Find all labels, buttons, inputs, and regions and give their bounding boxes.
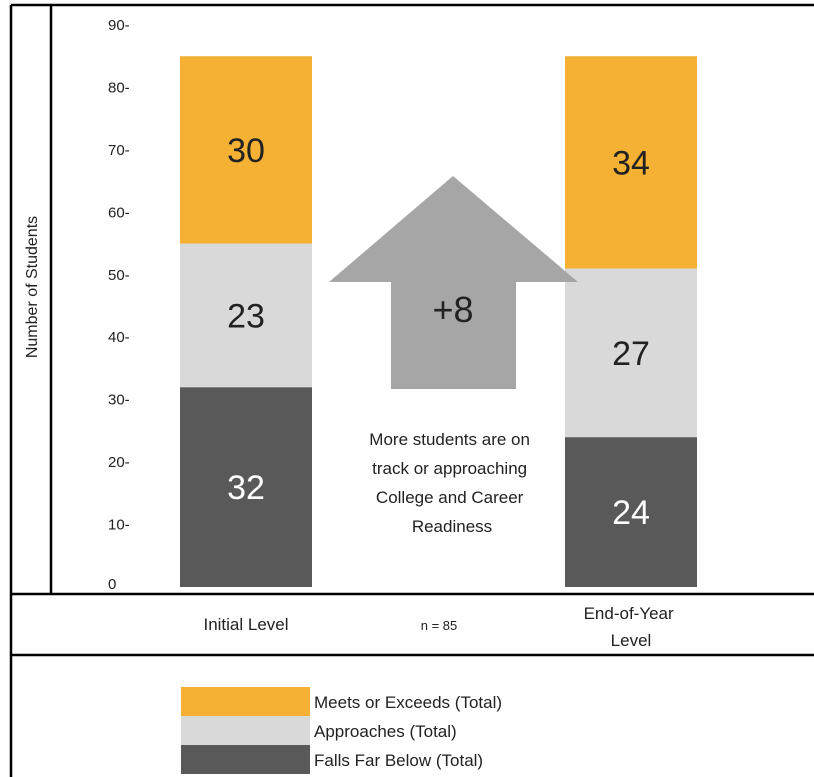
y-tick-label: 70- <box>108 142 130 159</box>
improvement-annotation: +8 More students are on track or approac… <box>329 176 578 536</box>
y-tick-label: 50- <box>108 267 130 284</box>
bar-segment <box>180 56 312 244</box>
bar-segment <box>565 437 697 587</box>
legend-swatch <box>181 687 310 716</box>
chart-frame <box>9 3 814 777</box>
up-arrow-shape <box>329 176 578 389</box>
y-tick-label: 40- <box>108 329 130 346</box>
bar-segment <box>180 387 312 587</box>
bar-segment <box>565 268 697 438</box>
bar-value-label: 34 <box>612 144 650 182</box>
n-label: n = 85 <box>421 618 458 633</box>
legend-label: Meets or Exceeds (Total) <box>314 693 502 712</box>
annotation-line-1: More students are on <box>369 430 530 449</box>
bar-value-label: 23 <box>227 297 265 335</box>
y-tick-label: 30- <box>108 392 130 409</box>
annotation-line-4: Readiness <box>412 517 492 536</box>
y-tick-label: 60- <box>108 204 130 221</box>
legend-swatch <box>181 745 310 774</box>
arrow-label: +8 <box>432 289 473 330</box>
y-tick-label: 10- <box>108 517 130 534</box>
annotation-line-2: track or approaching <box>372 459 527 478</box>
y-axis-ticks: 0 10- 20- 30- 40- 50- 60- 70- 80- 90- <box>108 17 130 593</box>
y-tick-label: 20- <box>108 454 130 471</box>
bars: 32 23 30 24 27 34 <box>180 56 697 587</box>
y-tick-label: 80- <box>108 79 130 96</box>
bar-value-label: 27 <box>612 335 650 373</box>
y-tick-label: 0 <box>108 576 116 593</box>
legend-label: Falls Far Below (Total) <box>314 751 483 770</box>
category-label-end-of-year: End-of-Year Level <box>584 604 679 650</box>
category-row: Initial Level n = 85 End-of-Year Level <box>203 604 679 650</box>
legend: Meets or Exceeds (Total) Approaches (Tota… <box>181 687 502 774</box>
category-label-initial: Initial Level <box>203 615 288 634</box>
bar-value-label: 30 <box>227 132 265 170</box>
y-axis-label: Number of Students <box>24 216 41 358</box>
bar-value-label: 24 <box>612 494 650 532</box>
bar-value-label: 32 <box>227 469 265 507</box>
annotation-text: More students are on track or approachin… <box>369 430 534 536</box>
annotation-line-3: College and Career <box>376 488 524 507</box>
legend-label: Approaches (Total) <box>314 722 457 741</box>
bar-segment <box>565 56 697 269</box>
y-tick-label: 90- <box>108 17 130 34</box>
legend-swatch <box>181 716 310 745</box>
bar-segment <box>180 243 312 388</box>
